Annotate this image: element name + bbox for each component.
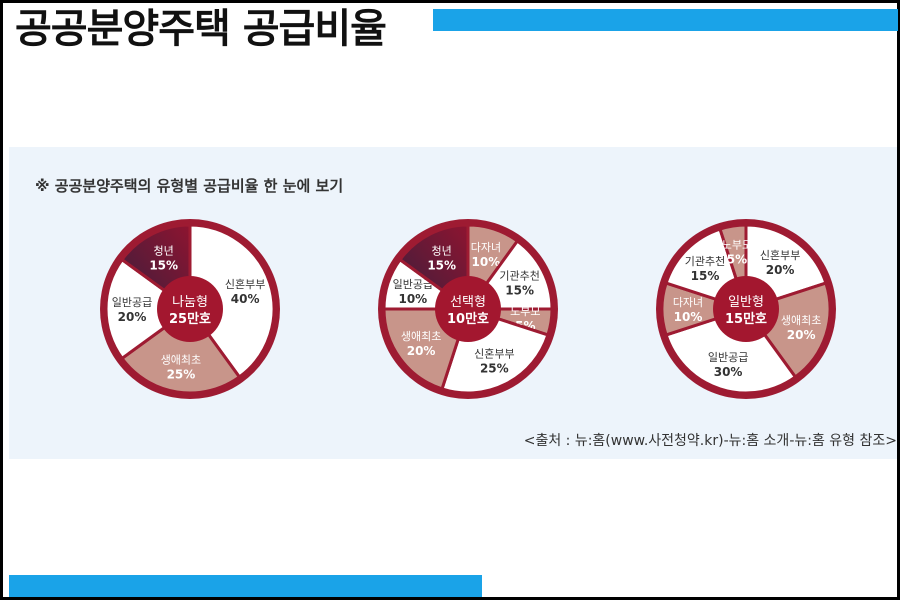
pie-chart-seontaek: 다자녀10%기관추천15%노부모5%신혼부부25%생애최초20%일반공급10%청… [378,219,558,399]
slice-label: 일반공급 [708,350,748,364]
center-count-label: 25만호 [169,311,211,327]
slice-label: 청년 [154,244,174,257]
source-note: <출처 : 뉴:홈(www.사전청약.kr)-뉴:홈 소개-뉴:홈 유형 참조> [523,433,897,449]
slice-value-label: 20% [118,310,147,324]
slice-label: 생애최초 [161,353,201,366]
pie-center-disc [713,276,779,342]
slice-value-label: 25% [167,367,196,381]
slice-label: 노부모 [510,305,540,318]
slice-value-label: 5% [727,253,747,267]
page-title: 공공분양주택 공급비율 [15,6,387,52]
slice-value-label: 40% [231,292,260,306]
top-accent-bar [433,9,898,31]
slice-value-label: 10% [398,292,427,306]
slice-label: 생애최초 [781,314,821,327]
slice-value-label: 25% [480,362,509,376]
slice-label: 신혼부부 [760,249,800,262]
pie-center-disc [157,276,223,342]
panel-subtitle: ※ 공공분양주택의 유형별 공급비율 한 눈에 보기 [35,177,344,195]
slice-label: 노부모 [722,239,752,252]
slice-value-label: 10% [472,255,501,269]
slice-label: 신혼부부 [225,278,265,291]
slice-label: 생애최초 [401,330,441,343]
pie-slice [188,223,276,380]
slice-value-label: 20% [407,344,436,358]
slice-value-label: 20% [766,263,795,277]
pie-center-disc [435,276,501,342]
pie-chart-ilban: 신혼부부20%생애최초20%일반공급30%다자녀10%기관추천15%노부모5%일… [656,219,836,399]
slice-value-label: 15% [427,258,456,272]
center-type-label: 일반형 [728,295,764,310]
center-type-label: 선택형 [450,295,486,310]
slice-value-label: 20% [787,328,816,342]
slice-label: 다자녀 [673,296,703,309]
slice-value-label: 10% [674,310,703,324]
slice-value-label: 15% [149,258,178,272]
pie-slice [104,257,193,361]
center-count-label: 10만호 [447,311,489,327]
slice-label: 일반공급 [112,295,152,309]
center-type-label: 나눔형 [172,295,208,310]
slice-label: 다자녀 [471,241,501,254]
pie-slice [664,307,798,395]
slice-label: 신혼부부 [474,348,514,361]
info-panel: ※ 공공분양주택의 유형별 공급비율 한 눈에 보기 신혼부부 40% 생애최초 25… [9,147,897,459]
pie-slice [119,306,242,395]
center-count-label: 15만호 [725,311,767,327]
slice-label: 기관추천 [499,269,539,283]
slice-value-label: 15% [505,284,534,298]
slice-value-label: 30% [714,365,743,379]
slice-value-label: 15% [691,269,720,283]
bottom-accent-bar [9,575,482,597]
slice-label: 일반공급 [393,277,433,291]
slice-label: 기관추천 [685,254,725,268]
slice-label: 청년 [432,244,452,257]
